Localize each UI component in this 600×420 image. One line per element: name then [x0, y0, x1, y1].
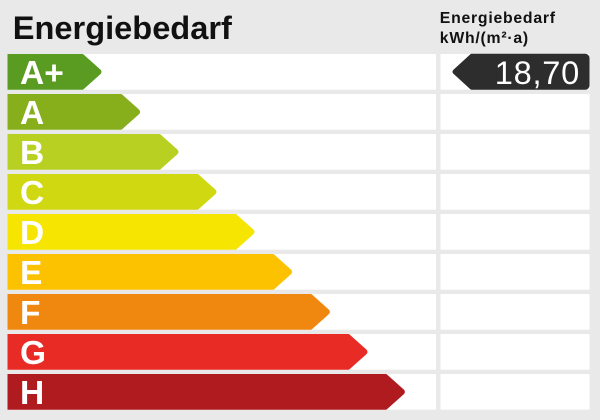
svg-text:E: E	[20, 255, 42, 292]
svg-text:B: B	[20, 135, 44, 172]
svg-text:H: H	[20, 375, 44, 412]
svg-text:C: C	[20, 175, 44, 212]
svg-text:Energiebedarf: Energiebedarf	[13, 9, 232, 46]
svg-text:Energiebedarf: Energiebedarf	[440, 10, 556, 27]
svg-text:A+: A+	[20, 55, 64, 92]
svg-text:A: A	[20, 95, 44, 132]
svg-text:kWh/(m²·a): kWh/(m²·a)	[440, 30, 529, 47]
svg-text:F: F	[20, 295, 40, 332]
svg-text:D: D	[20, 215, 44, 252]
svg-text:G: G	[20, 335, 46, 372]
svg-text:18,70: 18,70	[495, 54, 580, 91]
